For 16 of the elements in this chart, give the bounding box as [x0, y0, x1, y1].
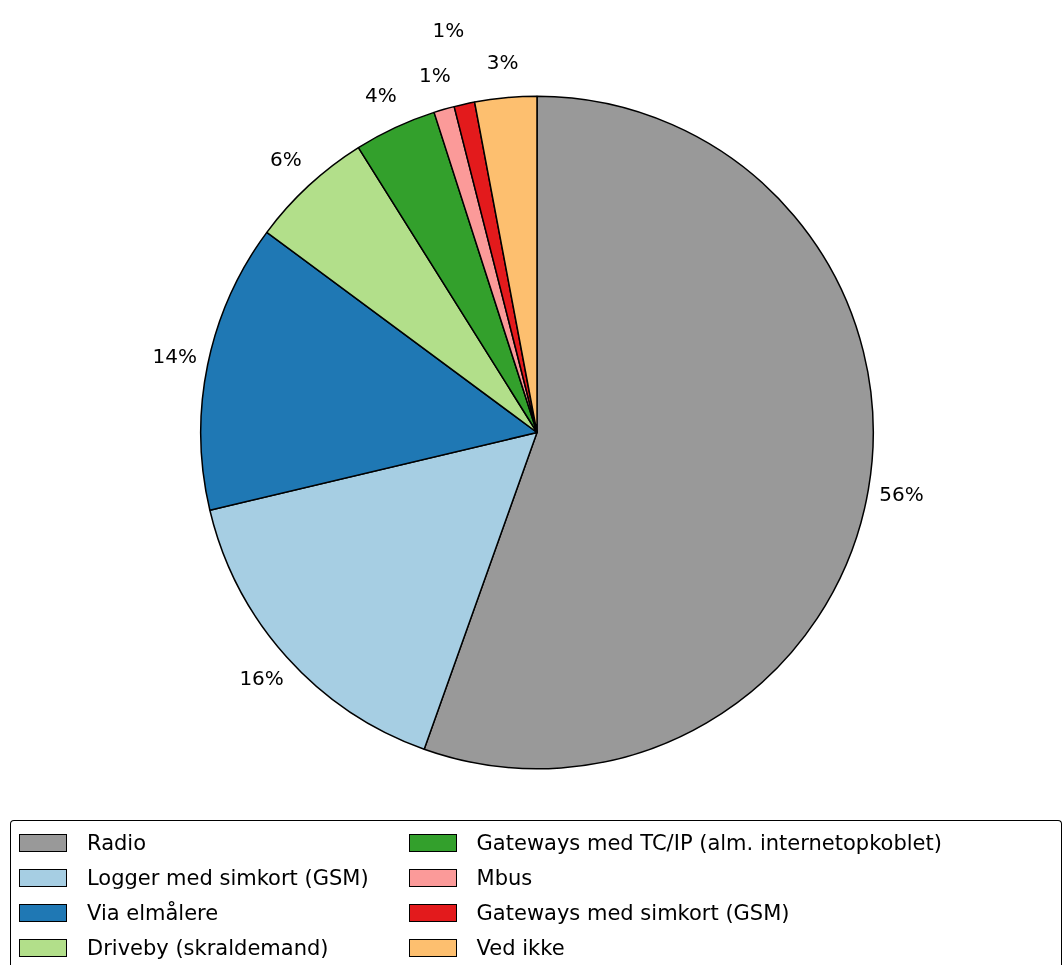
data-label: 3%	[486, 50, 519, 75]
legend-label: Driveby (skraldemand)	[87, 935, 329, 960]
data-label: 6%	[269, 147, 302, 172]
legend-label: Gateways med simkort (GSM)	[476, 900, 790, 925]
data-label: 14%	[152, 344, 197, 369]
legend-label: Logger med simkort (GSM)	[87, 865, 369, 890]
data-label: 1%	[432, 18, 465, 43]
data-label: 56%	[879, 481, 924, 506]
legend-label: Via elmålere	[87, 900, 219, 925]
data-label: 16%	[239, 665, 284, 690]
data-label: 4%	[365, 83, 397, 108]
legend-label: Radio	[87, 830, 147, 855]
legend-label: Mbus	[476, 865, 533, 890]
legend-label: Ved ikke	[476, 935, 565, 960]
data-label: 1%	[418, 63, 451, 88]
legend-label: Gateways med TC/IP (alm. internetopkoblet)	[476, 830, 942, 855]
